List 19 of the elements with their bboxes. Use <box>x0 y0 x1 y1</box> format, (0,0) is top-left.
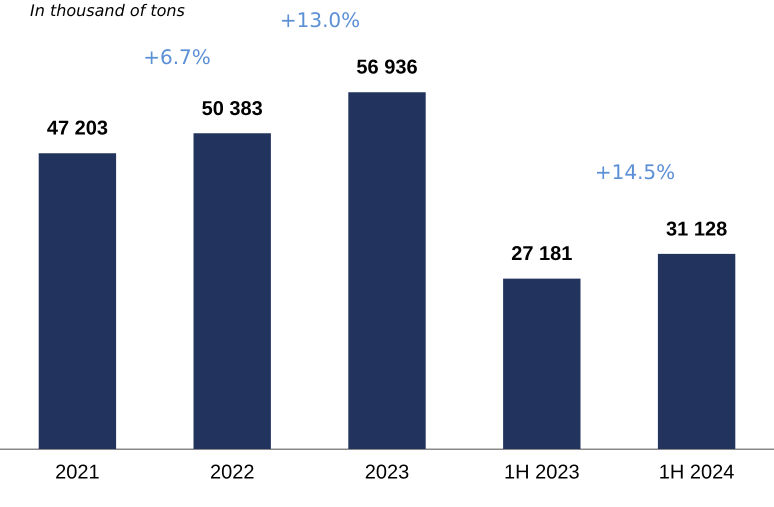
x-tick-label: 2022 <box>210 462 254 484</box>
x-tick-label: 1H 2024 <box>658 462 734 484</box>
bar <box>348 92 426 449</box>
annotation: +14.5% <box>594 160 676 184</box>
text: +13.0% <box>280 8 360 32</box>
bar <box>38 153 116 449</box>
x-tick-label: 2023 <box>364 462 410 484</box>
x-tick-label: 2021 <box>55 462 100 484</box>
bar <box>194 133 271 449</box>
text: +6.7% <box>143 45 211 70</box>
bar <box>658 254 736 449</box>
data-label: 47 203 <box>46 118 108 140</box>
data-label: 56 936 <box>356 56 418 79</box>
data-label: 50 383 <box>202 98 263 120</box>
data-label: 27 181 <box>511 243 572 266</box>
x-tick-label: 1H 2023 <box>504 462 580 484</box>
data-label: 31 128 <box>666 218 728 240</box>
chart-subtitle: In thousand of tons <box>30 1 185 20</box>
bar <box>503 278 580 449</box>
